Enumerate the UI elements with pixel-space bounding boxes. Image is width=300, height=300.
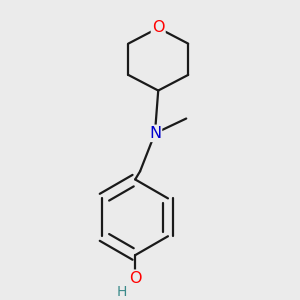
Text: O: O [152, 20, 164, 35]
Text: N: N [149, 126, 161, 141]
Text: O: O [129, 271, 141, 286]
Text: H: H [116, 285, 127, 299]
